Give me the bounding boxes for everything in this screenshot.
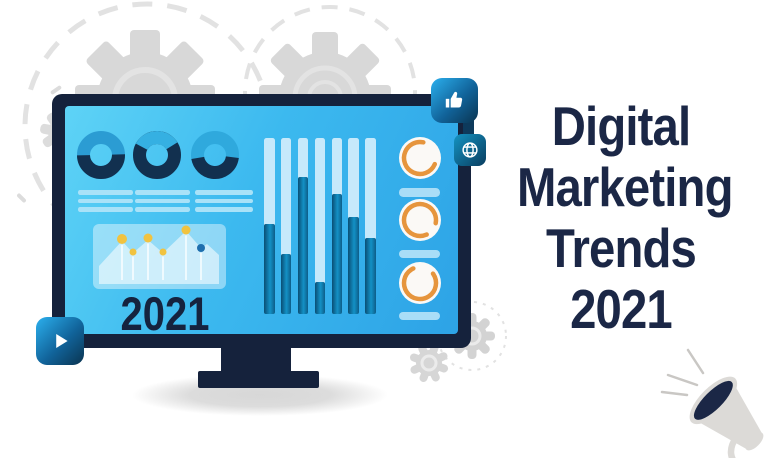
progress-ring — [399, 262, 441, 304]
bar — [331, 194, 343, 314]
gear-icon — [409, 343, 449, 383]
dashed-circle — [243, 5, 417, 179]
placeholder-line — [195, 190, 253, 195]
monitor-screen: 2021 — [65, 106, 458, 334]
bar — [280, 254, 292, 314]
placeholder-line — [135, 190, 190, 195]
bar-track — [348, 138, 359, 314]
progress-ring — [399, 199, 441, 241]
placeholder-line — [135, 198, 190, 203]
line-chart-card — [93, 224, 226, 289]
badge-connector — [463, 118, 474, 138]
placeholder-line — [195, 198, 253, 203]
thumbs-up-badge — [431, 78, 478, 123]
text-placeholder-lines — [78, 190, 133, 216]
bar-track — [280, 138, 292, 314]
thumbs-up-icon — [445, 91, 462, 107]
headline-line: Digital — [551, 95, 691, 157]
bar — [348, 217, 359, 314]
placeholder-pill — [399, 188, 440, 197]
data-point-dot — [197, 244, 205, 252]
placeholder-line — [78, 190, 133, 195]
monitor-stand-base — [198, 371, 319, 388]
placeholder-line — [135, 207, 190, 212]
headline-line: Trends — [546, 217, 697, 279]
confetti-dash — [17, 193, 26, 203]
play-badge — [36, 317, 84, 365]
bar-track — [264, 138, 275, 314]
headline: Digital Marketing Trends 2021 — [516, 95, 734, 340]
bar — [314, 282, 326, 314]
bar-track — [314, 138, 326, 314]
screen-year-label: 2021 — [120, 287, 210, 334]
globe-icon — [462, 142, 478, 158]
bar-track — [365, 138, 376, 314]
bar-chart — [264, 138, 376, 314]
headline-line: 2021 — [570, 278, 673, 340]
bar-track — [297, 138, 309, 314]
monitor-stand-neck — [221, 346, 291, 373]
bar — [297, 176, 309, 314]
text-placeholder-lines — [135, 190, 190, 216]
placeholder-line — [195, 207, 253, 212]
globe-badge — [454, 134, 486, 166]
headline-line: Marketing — [516, 156, 734, 218]
data-point-dot — [143, 233, 153, 243]
confetti-dash — [50, 85, 62, 95]
placeholder-pill — [399, 311, 440, 320]
placeholder-line — [78, 198, 133, 203]
donut-chart — [191, 131, 239, 179]
bar — [365, 238, 376, 314]
megaphone-icon — [660, 348, 764, 458]
data-point-dot — [159, 248, 167, 256]
placeholder-line — [78, 207, 133, 212]
dashed-circle — [437, 301, 507, 371]
progress-ring — [399, 137, 441, 179]
placeholder-pill — [399, 249, 440, 258]
data-point-dot — [129, 248, 137, 256]
data-point-dot — [117, 234, 127, 244]
bar-track — [331, 138, 343, 314]
donut-chart — [133, 131, 182, 179]
sparkline-chart — [99, 225, 219, 284]
bar — [264, 224, 275, 314]
play-icon — [56, 333, 68, 349]
data-point-dot — [181, 225, 191, 235]
donut-chart — [77, 131, 125, 179]
text-placeholder-lines — [195, 190, 253, 216]
